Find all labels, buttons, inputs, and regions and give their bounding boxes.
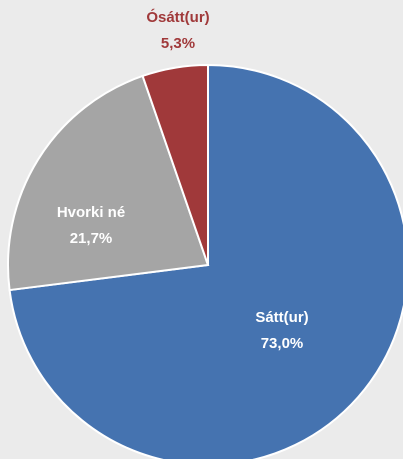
pie-slice: [7, 74, 210, 292]
pie-slice: [141, 63, 209, 266]
pie-slice: [8, 63, 403, 459]
slice-value-label: 73,0%: [261, 335, 304, 352]
slice-label: Sátt(ur): [255, 309, 308, 326]
slice-label: Hvorki né: [57, 204, 125, 221]
slice-label: Ósátt(ur): [146, 8, 209, 26]
slice-value-label: 21,7%: [70, 230, 113, 247]
slice-value-label: 5,3%: [161, 35, 195, 52]
